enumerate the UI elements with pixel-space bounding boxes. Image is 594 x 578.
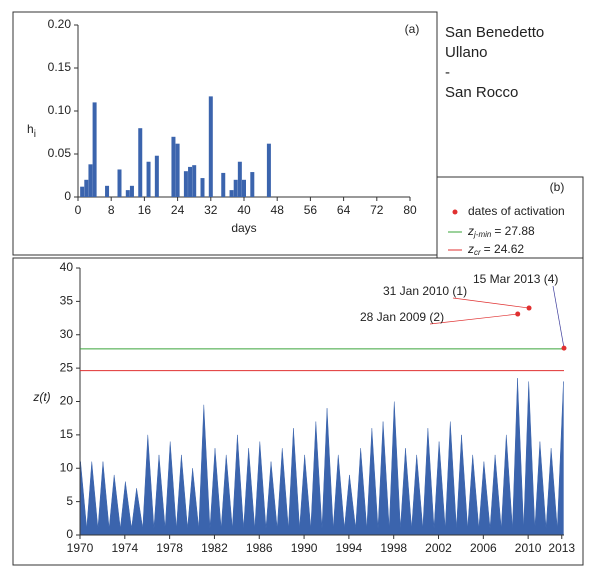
y-tick-label: 25 — [60, 360, 74, 374]
x-tick-label: 1982 — [201, 541, 228, 555]
y-tick-label: 0 — [64, 189, 71, 203]
y-axis-label: z(t) — [32, 390, 50, 404]
x-tick-label: 56 — [304, 203, 318, 217]
y-tick-label: 20 — [60, 394, 74, 408]
x-tick-label: 48 — [271, 203, 285, 217]
y-tick-label: 0.15 — [48, 60, 72, 74]
x-tick-label: 64 — [337, 203, 351, 217]
x-tick-label: 8 — [108, 203, 115, 217]
bar — [175, 143, 180, 197]
panel-label: (a) — [405, 22, 420, 36]
panel-label: (b) — [550, 180, 565, 194]
legend-value: = 27.88 — [494, 224, 535, 238]
side-text: - — [445, 64, 450, 81]
bar — [117, 169, 122, 197]
bar — [125, 190, 130, 197]
bar — [237, 161, 242, 197]
side-text: San Benedetto — [445, 24, 544, 41]
bar — [88, 164, 93, 197]
y-tick-label: 30 — [60, 327, 74, 341]
legend-label: dates of activation — [468, 204, 565, 218]
bar — [188, 166, 193, 197]
bar — [229, 190, 234, 197]
x-tick-label: 80 — [403, 203, 417, 217]
x-tick-label: 2006 — [470, 541, 497, 555]
legend-label: zcr = 24.62 — [467, 242, 524, 257]
legend-subscript: j-min — [473, 230, 492, 239]
x-tick-label: 24 — [171, 203, 185, 217]
y-tick-label: 0.10 — [48, 103, 72, 117]
bar — [250, 172, 255, 197]
x-tick-label: 1970 — [67, 541, 94, 555]
activation-point — [515, 311, 521, 317]
leader-line — [429, 313, 518, 325]
y-tick-label: 5 — [66, 494, 73, 508]
annotation: 15 Mar 2013 (4) — [473, 272, 558, 286]
side-text: Ullano — [445, 44, 488, 61]
x-tick-label: 2010 — [515, 541, 542, 555]
x-tick-label: 32 — [204, 203, 218, 217]
y-tick-label: 40 — [60, 260, 74, 274]
y-tick-label: 10 — [60, 460, 74, 474]
x-tick-label: 16 — [138, 203, 152, 217]
bar — [183, 171, 188, 197]
legend-label: zj-min = 27.88 — [467, 224, 535, 239]
leader-line — [452, 297, 530, 309]
bar — [266, 143, 271, 197]
y-tick-label: 15 — [60, 427, 74, 441]
y-tick-label: 0 — [66, 527, 73, 541]
side-text: San Rocco — [445, 84, 518, 101]
x-tick-label: 72 — [370, 203, 384, 217]
y-tick-label: 0.05 — [48, 146, 72, 160]
x-tick-label: 1986 — [246, 541, 273, 555]
y-axis-label: hi — [27, 122, 36, 139]
series-area — [80, 378, 564, 536]
legend-marker — [452, 209, 458, 215]
bar — [105, 185, 110, 197]
y-axis-label-main: h — [27, 122, 34, 136]
legend-symbol: z — [467, 242, 474, 256]
bar — [233, 179, 238, 197]
x-tick-label: 0 — [75, 203, 82, 217]
bar — [146, 161, 151, 197]
bar — [80, 186, 85, 197]
annotation: 31 Jan 2010 (1) — [383, 284, 467, 298]
y-tick-label: 0.20 — [48, 17, 72, 31]
bar — [92, 102, 97, 197]
panel-b-frame — [12, 257, 584, 566]
activation-point — [526, 305, 532, 311]
legend-symbol: z — [467, 224, 474, 238]
leader-line — [552, 285, 565, 349]
x-tick-label: 1974 — [111, 541, 138, 555]
y-tick-label: 35 — [60, 294, 74, 308]
x-tick-label: 1978 — [156, 541, 183, 555]
x-tick-label: 40 — [237, 203, 251, 217]
x-tick-label: 1994 — [336, 541, 363, 555]
legend-subscript: cr — [474, 248, 481, 257]
bar — [200, 178, 205, 197]
x-tick-label: 1998 — [380, 541, 407, 555]
x-tick-label: 2002 — [425, 541, 452, 555]
activation-point — [561, 345, 567, 351]
annotation: 28 Jan 2009 (2) — [360, 310, 444, 324]
legend-value: = 24.62 — [484, 242, 525, 256]
x-tick-label: 1990 — [291, 541, 318, 555]
bar — [192, 165, 197, 197]
bar — [84, 179, 89, 197]
bar — [171, 136, 176, 197]
y-axis-label-sub: i — [34, 129, 36, 140]
bar — [129, 185, 134, 197]
x-axis-label: days — [231, 221, 256, 235]
bar — [138, 128, 143, 197]
bar — [221, 172, 226, 197]
panel-a-frame — [12, 11, 438, 256]
x-tick-label: 2013 — [548, 541, 575, 555]
bar — [208, 96, 213, 197]
bar — [154, 155, 159, 197]
bar — [242, 179, 246, 197]
